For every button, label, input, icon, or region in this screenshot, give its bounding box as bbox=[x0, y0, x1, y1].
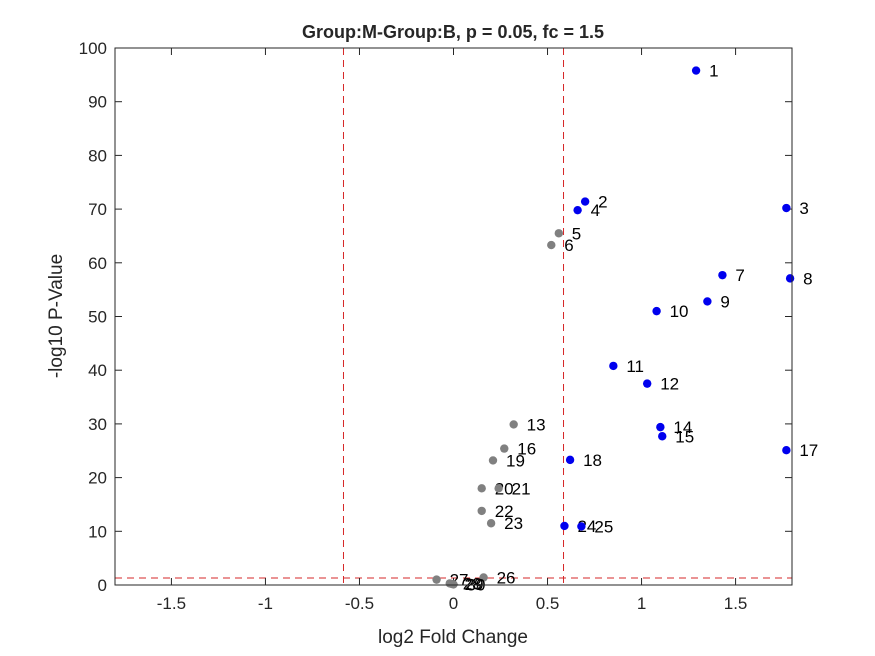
significant-point bbox=[577, 522, 586, 531]
point-label: 2 bbox=[598, 193, 607, 212]
non-significant-point bbox=[449, 580, 458, 589]
point-label: 9 bbox=[720, 292, 729, 311]
point-label: 17 bbox=[799, 441, 818, 460]
point-label: 26 bbox=[497, 568, 516, 587]
x-tick-label: -1.5 bbox=[157, 594, 186, 613]
non-significant-point bbox=[432, 575, 441, 584]
non-significant-point bbox=[554, 229, 564, 238]
point-label: 4 bbox=[591, 201, 600, 220]
significant-point bbox=[718, 270, 727, 280]
point-label: 12 bbox=[660, 375, 679, 394]
x-axis-ticks: -1.5 -1 -0.5 0 0.5 1 1.5 bbox=[157, 48, 748, 613]
point-label: 23 bbox=[504, 514, 523, 533]
y-axis-label: -log10 P-Value bbox=[46, 254, 67, 378]
x-tick-label: 0 bbox=[449, 594, 458, 613]
point-label: 8 bbox=[803, 269, 812, 288]
point-label: 18 bbox=[583, 451, 602, 470]
y-tick-label: 20 bbox=[88, 469, 107, 488]
point-label: 16 bbox=[517, 440, 536, 459]
point-label: 24 bbox=[577, 517, 596, 536]
point-label: 28 bbox=[463, 574, 482, 593]
y-tick-label: 50 bbox=[88, 308, 107, 327]
y-axis-ticks: 0 10 20 30 40 50 60 70 80 90 100 bbox=[79, 39, 792, 595]
point-label: 13 bbox=[527, 415, 546, 434]
significant-point bbox=[782, 203, 791, 213]
x-tick-label: 1 bbox=[637, 594, 646, 613]
x-tick-label: 1.5 bbox=[724, 594, 748, 613]
x-tick-label: 0.5 bbox=[536, 594, 560, 613]
point-label: 11 bbox=[626, 357, 644, 376]
point-label: 21 bbox=[512, 479, 531, 498]
y-tick-label: 0 bbox=[98, 576, 107, 595]
point-label: 1 bbox=[709, 62, 718, 81]
point-label: 3 bbox=[799, 199, 808, 218]
y-tick-label: 70 bbox=[88, 200, 107, 219]
point-label: 22 bbox=[495, 502, 514, 521]
non-significant-point bbox=[494, 484, 503, 493]
point-label: 7 bbox=[735, 266, 744, 285]
non-significant-point bbox=[477, 484, 486, 493]
plot-frame bbox=[114, 47, 793, 586]
point-label: 25 bbox=[594, 517, 613, 536]
significant-point bbox=[652, 306, 661, 316]
non-significant-point bbox=[486, 519, 496, 528]
non-significant-point bbox=[547, 240, 556, 250]
non-significant-point bbox=[488, 456, 498, 465]
y-tick-label: 10 bbox=[88, 522, 107, 541]
chart-title: Group:M-Group:B, p = 0.05, fc = 1.5 bbox=[302, 22, 604, 42]
non-significant-point bbox=[500, 444, 509, 453]
significant-point bbox=[656, 422, 665, 432]
non-significant-point bbox=[509, 420, 518, 429]
point-label: 20 bbox=[495, 479, 514, 498]
x-tick-label: -1 bbox=[258, 594, 273, 613]
point-label: 14 bbox=[673, 418, 692, 437]
point-label: 15 bbox=[675, 427, 694, 446]
significant-point bbox=[642, 379, 652, 388]
point-label: 19 bbox=[506, 451, 525, 470]
y-tick-label: 100 bbox=[79, 39, 107, 58]
point-label: 6 bbox=[564, 236, 573, 255]
plot-area bbox=[115, 48, 792, 585]
x-axis-label: log2 Fold Change bbox=[378, 627, 528, 648]
significant-point bbox=[565, 455, 575, 465]
y-tick-label: 30 bbox=[88, 415, 107, 434]
significant-point bbox=[573, 205, 582, 215]
significant-point bbox=[609, 361, 618, 371]
non-significant-point bbox=[479, 573, 488, 582]
y-tick-label: 80 bbox=[88, 146, 107, 165]
significant-point bbox=[580, 197, 590, 206]
significant-point bbox=[703, 297, 712, 306]
point-label: 29 bbox=[465, 575, 484, 594]
significant-point bbox=[560, 521, 569, 531]
non-significant-point bbox=[477, 506, 486, 516]
x-tick-label: -0.5 bbox=[345, 594, 374, 613]
point-label: 10 bbox=[670, 302, 689, 321]
significant-point bbox=[658, 432, 667, 441]
point-label: 5 bbox=[572, 224, 581, 243]
y-tick-label: 90 bbox=[88, 93, 107, 112]
significant-point bbox=[782, 446, 791, 455]
y-tick-label: 60 bbox=[88, 254, 107, 273]
significant-point bbox=[785, 274, 795, 283]
significant-point bbox=[691, 66, 701, 75]
y-tick-label: 40 bbox=[88, 361, 107, 380]
